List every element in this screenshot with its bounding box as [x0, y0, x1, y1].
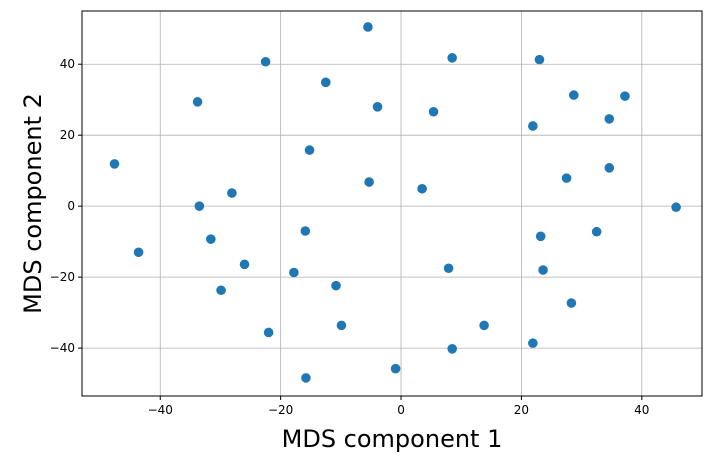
data-point: [260, 56, 271, 67]
data-point: [239, 259, 250, 270]
data-point: [566, 298, 577, 308]
y-tick-label: 40: [60, 57, 75, 71]
data-point: [604, 163, 615, 173]
x-axis-title: MDS component 1: [282, 425, 503, 453]
data-points: [109, 22, 681, 383]
y-tick-label: 20: [60, 128, 75, 142]
data-point: [561, 173, 572, 183]
data-point: [535, 231, 546, 242]
data-point: [289, 267, 299, 278]
data-point: [479, 320, 489, 331]
data-point: [133, 247, 144, 258]
data-point: [390, 363, 401, 374]
data-point: [194, 201, 205, 211]
data-point: [620, 91, 630, 101]
data-point: [447, 53, 457, 63]
data-point: [304, 145, 315, 155]
data-point: [216, 285, 226, 296]
x-tick-label: 40: [634, 403, 649, 417]
axis-ticks: −40 −20 0 20 40 −40 −20 0 20 40: [50, 57, 650, 417]
x-tick-label: 0: [397, 403, 405, 417]
data-point: [300, 226, 311, 236]
data-point: [447, 344, 457, 354]
data-point: [320, 77, 331, 88]
x-tick-label: −20: [268, 403, 293, 417]
data-point: [109, 159, 120, 169]
data-point: [336, 320, 347, 331]
y-tick-label: 0: [67, 199, 75, 213]
data-point: [364, 177, 374, 187]
data-point: [263, 327, 274, 338]
data-point: [206, 234, 216, 244]
data-point: [363, 22, 373, 32]
y-axis-title: MDS component 2: [19, 93, 47, 314]
data-point: [604, 114, 615, 124]
data-point: [671, 202, 681, 213]
data-point: [192, 97, 203, 107]
x-tick-label: 20: [514, 403, 529, 417]
data-point: [568, 90, 579, 100]
data-point: [534, 54, 545, 65]
data-point: [301, 373, 311, 383]
data-point: [428, 106, 439, 117]
y-tick-label: −20: [50, 270, 75, 284]
data-point: [417, 183, 427, 194]
data-point: [528, 338, 538, 348]
data-point: [528, 121, 538, 131]
data-point: [443, 263, 454, 274]
x-tick-label: −40: [148, 403, 173, 417]
grid: [82, 11, 702, 396]
y-tick-label: −40: [50, 341, 75, 355]
data-point: [538, 265, 548, 275]
plot-frame: [81, 10, 703, 397]
data-point: [331, 280, 341, 291]
data-point: [227, 188, 237, 198]
data-point: [372, 102, 383, 112]
data-point: [591, 226, 602, 237]
